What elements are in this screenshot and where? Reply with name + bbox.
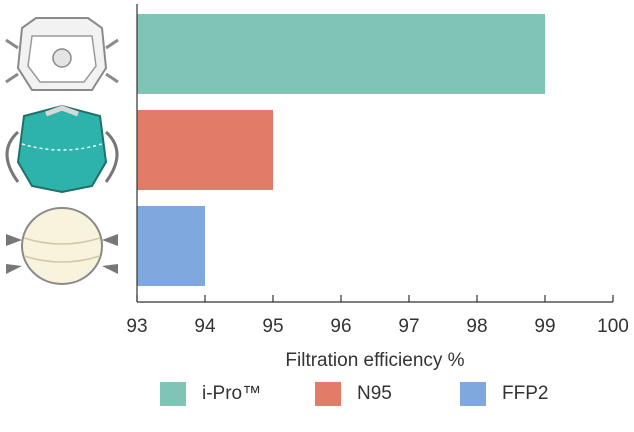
- x-axis-title: Filtration efficiency %: [285, 350, 464, 371]
- x-tick-label: 99: [534, 316, 555, 337]
- legend-label-n95: N95: [357, 383, 392, 404]
- x-tick-label: 96: [330, 316, 351, 337]
- x-tick-label: 100: [597, 316, 629, 337]
- x-tick-label: 94: [194, 316, 216, 337]
- bar-i-pro: [137, 14, 545, 94]
- bars-group: [137, 14, 545, 286]
- legend-label-i-pro: i-Pro™: [202, 383, 262, 404]
- x-tick-label: 93: [126, 316, 147, 337]
- legend: i-Pro™ N95 FFP2: [0, 382, 634, 410]
- x-tick-label: 97: [398, 316, 419, 337]
- n95-mask-icon: [5, 104, 119, 194]
- legend-swatch-ffp2: [460, 382, 486, 406]
- x-tick-label: 98: [466, 316, 487, 337]
- legend-item-ffp2: FFP2: [460, 382, 548, 406]
- bar-ffp2: [137, 206, 205, 286]
- ffp2-mask-icon: [6, 207, 118, 285]
- axes-group: 93 94 95 96 97 98 99 100: [126, 4, 629, 337]
- i-pro-mask-icon: [5, 17, 119, 91]
- bar-n95: [137, 110, 273, 190]
- legend-swatch-i-pro: [160, 382, 186, 406]
- x-tick-label: 95: [262, 316, 283, 337]
- legend-label-ffp2: FFP2: [502, 383, 549, 404]
- legend-swatch-n95: [315, 382, 341, 406]
- legend-item-i-pro: i-Pro™: [160, 382, 261, 406]
- legend-item-n95: N95: [315, 382, 392, 406]
- chart: 93 94 95 96 97 98 99 100 Filtration efficiency …: [5, 4, 629, 371]
